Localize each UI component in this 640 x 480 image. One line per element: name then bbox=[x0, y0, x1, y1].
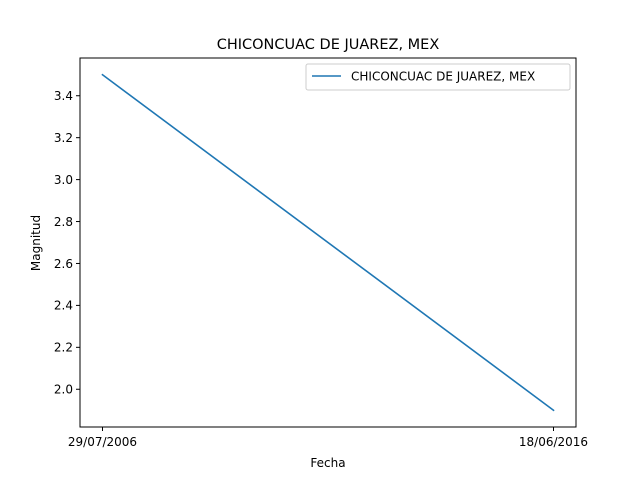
y-tick-label: 2.2 bbox=[54, 341, 73, 355]
y-axis-ticks: 2.0 2.2 2.4 2.6 2.8 3.0 3.2 3.4 bbox=[54, 89, 80, 397]
x-axis-label: Fecha bbox=[310, 456, 345, 470]
y-tick-label: 2.0 bbox=[54, 383, 73, 397]
chart-title: CHICONCUAC DE JUAREZ, MEX bbox=[217, 37, 440, 53]
y-tick-label: 2.6 bbox=[54, 257, 73, 271]
y-tick-label: 3.0 bbox=[54, 173, 73, 187]
y-tick-label: 2.8 bbox=[54, 215, 73, 229]
legend-entry-label: CHICONCUAC DE JUAREZ, MEX bbox=[351, 70, 535, 84]
legend-box bbox=[305, 63, 571, 91]
y-tick-label: 2.4 bbox=[54, 299, 73, 313]
series-layer bbox=[101, 73, 555, 412]
plot-area-frame bbox=[79, 57, 577, 428]
y-axis-label: Magnitud bbox=[29, 215, 43, 271]
x-tick-label: 18/06/2016 bbox=[519, 435, 588, 449]
y-tick-label: 3.4 bbox=[54, 89, 73, 103]
x-tick-label: 29/07/2006 bbox=[68, 435, 137, 449]
y-tick-label: 3.2 bbox=[54, 131, 73, 145]
series-line bbox=[101, 73, 555, 412]
x-axis-ticks: 29/07/2006 18/06/2016 bbox=[68, 427, 588, 449]
legend: CHICONCUAC DE JUAREZ, MEX bbox=[305, 63, 571, 91]
